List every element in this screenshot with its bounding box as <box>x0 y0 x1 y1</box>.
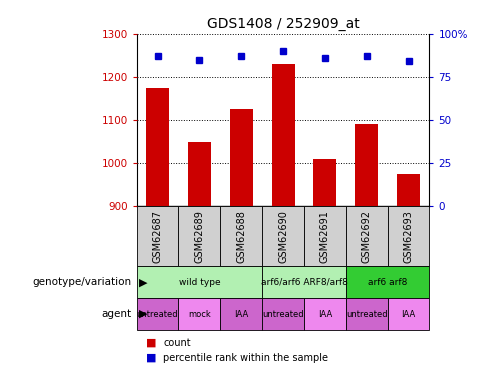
Text: untreated: untreated <box>346 310 387 319</box>
Text: IAA: IAA <box>234 310 248 319</box>
Text: IAA: IAA <box>318 310 332 319</box>
Text: IAA: IAA <box>402 310 416 319</box>
Title: GDS1408 / 252909_at: GDS1408 / 252909_at <box>206 17 360 32</box>
Text: GSM62691: GSM62691 <box>320 210 330 262</box>
Bar <box>220 298 262 330</box>
Bar <box>346 206 387 266</box>
Text: GSM62688: GSM62688 <box>236 210 246 262</box>
Bar <box>387 298 429 330</box>
Text: ■: ■ <box>146 353 157 363</box>
Text: ■: ■ <box>146 338 157 348</box>
Text: wild type: wild type <box>179 278 220 286</box>
Bar <box>387 206 429 266</box>
Text: GSM62689: GSM62689 <box>194 210 204 262</box>
Text: GSM62690: GSM62690 <box>278 210 288 262</box>
Bar <box>220 206 262 266</box>
Text: untreated: untreated <box>137 310 179 319</box>
Text: percentile rank within the sample: percentile rank within the sample <box>163 353 328 363</box>
Bar <box>230 109 253 206</box>
Text: mock: mock <box>188 310 211 319</box>
Bar <box>304 206 346 266</box>
Bar <box>146 88 169 206</box>
Bar <box>397 174 420 206</box>
Bar <box>188 141 211 206</box>
Bar <box>262 266 346 298</box>
Text: untreated: untreated <box>262 310 304 319</box>
Text: arf6 arf8: arf6 arf8 <box>368 278 407 286</box>
Bar <box>271 64 295 206</box>
Text: count: count <box>163 338 191 348</box>
Text: arf6/arf6 ARF8/arf8: arf6/arf6 ARF8/arf8 <box>261 278 347 286</box>
Bar <box>137 206 179 266</box>
Text: GSM62687: GSM62687 <box>153 210 163 263</box>
Text: agent: agent <box>102 309 132 319</box>
Text: ▶: ▶ <box>139 309 147 319</box>
Text: ▶: ▶ <box>139 277 147 287</box>
Bar <box>179 298 220 330</box>
Bar <box>346 266 429 298</box>
Bar <box>179 206 220 266</box>
Bar <box>313 159 336 206</box>
Bar <box>137 266 262 298</box>
Text: genotype/variation: genotype/variation <box>33 277 132 287</box>
Bar <box>355 124 378 206</box>
Bar <box>262 206 304 266</box>
Bar <box>262 298 304 330</box>
Bar <box>137 298 179 330</box>
Text: GSM62693: GSM62693 <box>404 210 413 262</box>
Bar <box>346 298 387 330</box>
Bar <box>304 298 346 330</box>
Text: GSM62692: GSM62692 <box>362 210 372 263</box>
